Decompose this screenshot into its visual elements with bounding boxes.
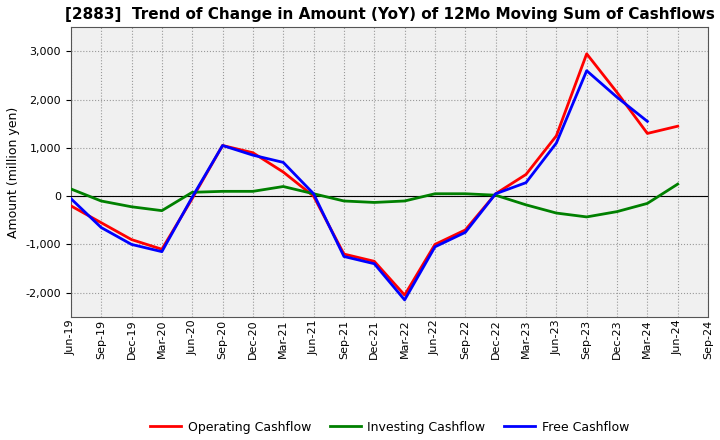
Operating Cashflow xyxy=(582,51,591,56)
Free Cashflow xyxy=(613,95,621,100)
Operating Cashflow xyxy=(673,124,682,129)
Operating Cashflow xyxy=(613,90,621,95)
Investing Cashflow xyxy=(218,189,227,194)
Free Cashflow xyxy=(340,254,348,259)
Investing Cashflow xyxy=(522,202,531,208)
Operating Cashflow xyxy=(310,194,318,199)
Line: Investing Cashflow: Investing Cashflow xyxy=(71,184,678,217)
Free Cashflow xyxy=(97,225,106,230)
Free Cashflow xyxy=(370,261,379,266)
Line: Operating Cashflow: Operating Cashflow xyxy=(71,54,678,295)
Free Cashflow xyxy=(248,153,257,158)
Operating Cashflow xyxy=(127,237,136,242)
Line: Free Cashflow: Free Cashflow xyxy=(71,71,647,300)
Legend: Operating Cashflow, Investing Cashflow, Free Cashflow: Operating Cashflow, Investing Cashflow, … xyxy=(145,416,634,439)
Investing Cashflow xyxy=(97,198,106,204)
Operating Cashflow xyxy=(66,203,75,209)
Investing Cashflow xyxy=(127,204,136,209)
Free Cashflow xyxy=(431,244,439,249)
Free Cashflow xyxy=(552,140,561,146)
Investing Cashflow xyxy=(552,210,561,216)
Investing Cashflow xyxy=(158,208,166,213)
Operating Cashflow xyxy=(552,133,561,139)
Investing Cashflow xyxy=(461,191,469,196)
Free Cashflow xyxy=(461,230,469,235)
Investing Cashflow xyxy=(66,186,75,191)
Operating Cashflow xyxy=(188,196,197,201)
Investing Cashflow xyxy=(248,189,257,194)
Free Cashflow xyxy=(310,191,318,196)
Free Cashflow xyxy=(218,143,227,148)
Operating Cashflow xyxy=(218,143,227,148)
Operating Cashflow xyxy=(97,220,106,225)
Free Cashflow xyxy=(279,160,287,165)
Free Cashflow xyxy=(127,242,136,247)
Operating Cashflow xyxy=(431,242,439,247)
Investing Cashflow xyxy=(613,209,621,214)
Investing Cashflow xyxy=(431,191,439,196)
Free Cashflow xyxy=(188,194,197,200)
Investing Cashflow xyxy=(279,184,287,189)
Investing Cashflow xyxy=(310,191,318,196)
Free Cashflow xyxy=(582,68,591,73)
Operating Cashflow xyxy=(340,251,348,257)
Investing Cashflow xyxy=(340,198,348,204)
Investing Cashflow xyxy=(491,193,500,198)
Investing Cashflow xyxy=(188,190,197,195)
Investing Cashflow xyxy=(370,200,379,205)
Operating Cashflow xyxy=(643,131,652,136)
Free Cashflow xyxy=(491,191,500,196)
Operating Cashflow xyxy=(400,293,409,298)
Investing Cashflow xyxy=(582,214,591,220)
Free Cashflow xyxy=(522,180,531,185)
Investing Cashflow xyxy=(400,198,409,204)
Title: [2883]  Trend of Change in Amount (YoY) of 12Mo Moving Sum of Cashflows: [2883] Trend of Change in Amount (YoY) o… xyxy=(65,7,714,22)
Free Cashflow xyxy=(400,297,409,303)
Operating Cashflow xyxy=(461,227,469,233)
Free Cashflow xyxy=(66,196,75,201)
Operating Cashflow xyxy=(279,169,287,175)
Operating Cashflow xyxy=(491,191,500,196)
Operating Cashflow xyxy=(522,172,531,177)
Investing Cashflow xyxy=(673,181,682,187)
Investing Cashflow xyxy=(643,201,652,206)
Operating Cashflow xyxy=(248,150,257,155)
Free Cashflow xyxy=(158,249,166,254)
Free Cashflow xyxy=(643,119,652,124)
Operating Cashflow xyxy=(158,246,166,252)
Y-axis label: Amount (million yen): Amount (million yen) xyxy=(7,106,20,238)
Operating Cashflow xyxy=(370,259,379,264)
